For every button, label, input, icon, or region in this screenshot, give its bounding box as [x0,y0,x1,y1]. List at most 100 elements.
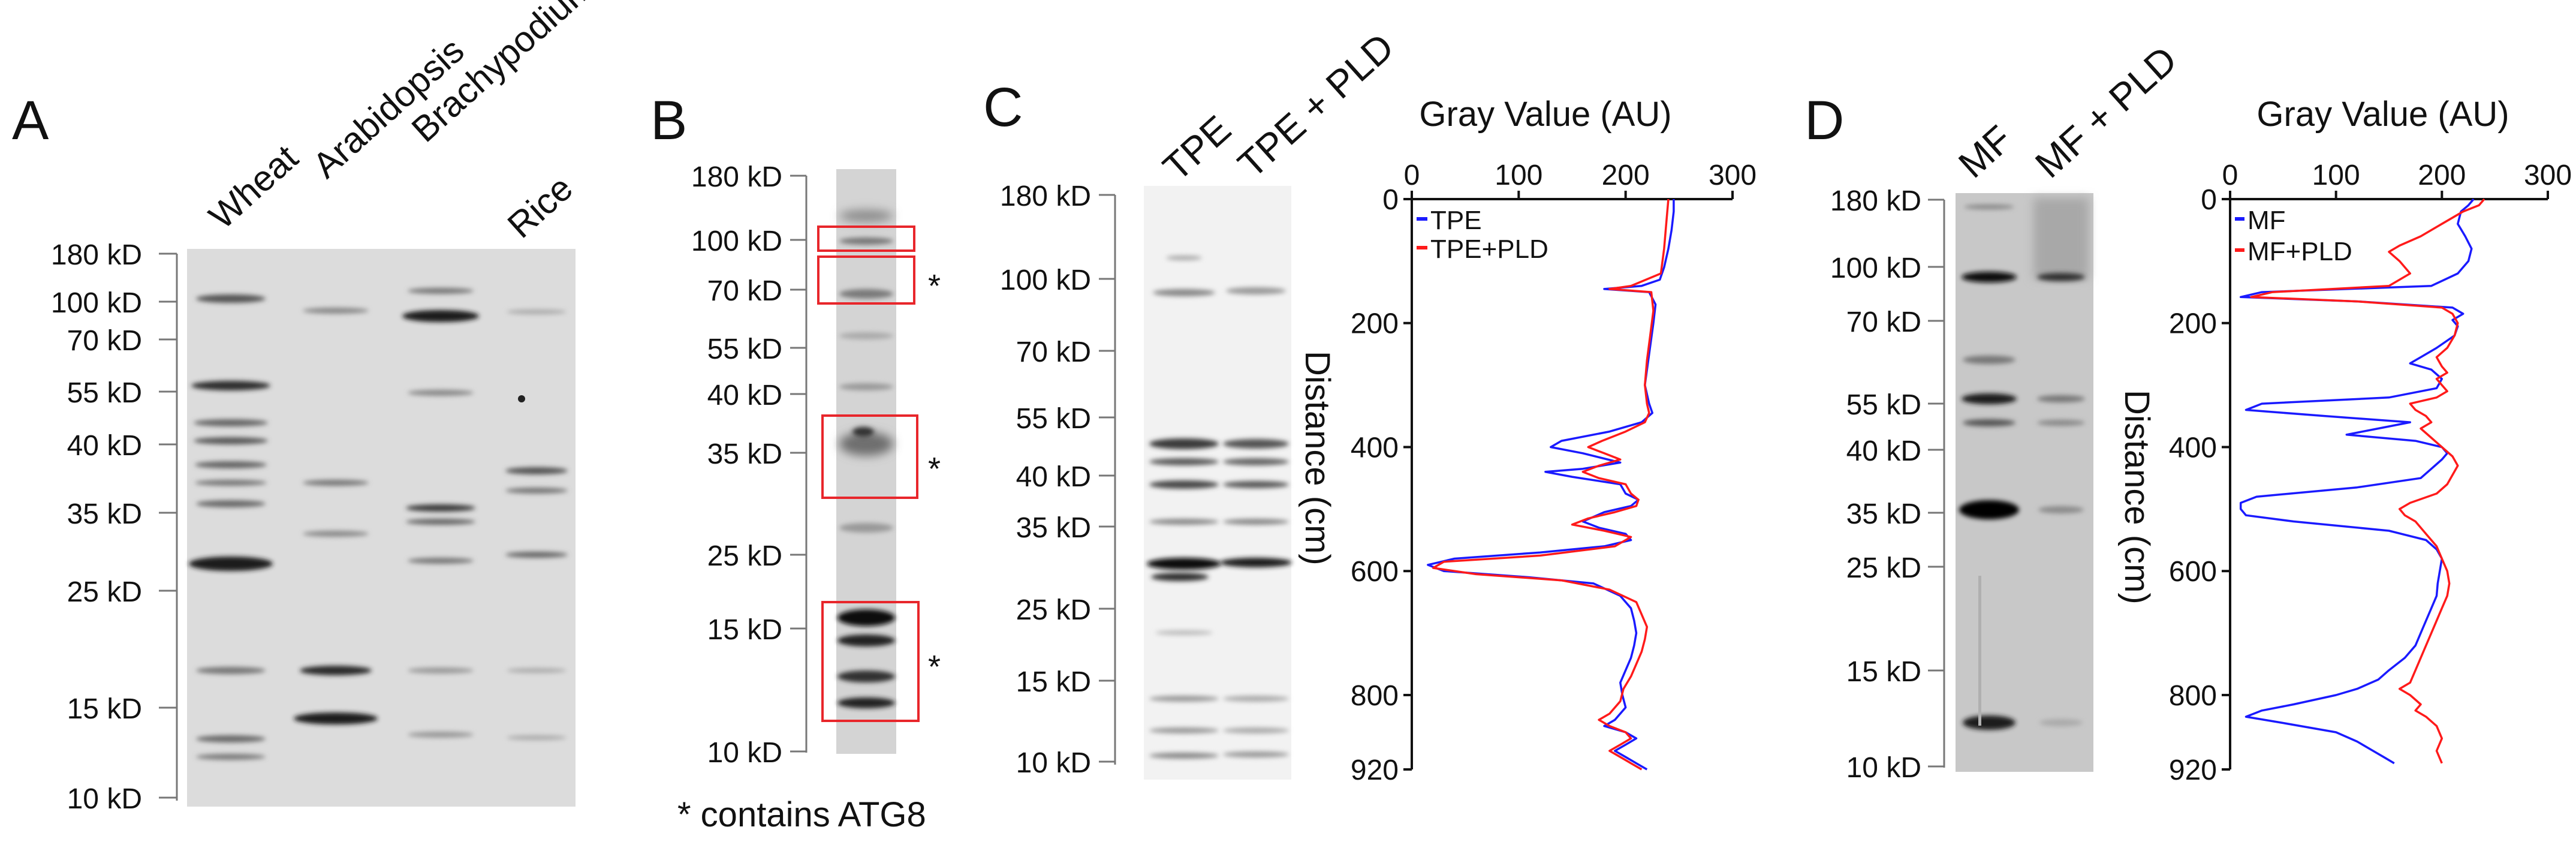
x-tick-label-0-0: 0 [1404,160,1420,191]
lane-label-mf: MF [1950,117,2020,186]
blot-d [1956,193,2093,772]
marker-a-25: 25 kD [67,576,142,608]
y-tick-label-1-4: 800 [2169,680,2217,712]
series-line-tpe [1427,199,1675,771]
x-tick-label-0-2: 200 [1602,160,1650,191]
marker-c-40: 40 kD [1016,461,1091,493]
blot-b [836,169,896,754]
panel-c-marker-axis: 180 kD 100 kD 70 kD 55 kD 40 kD 35 kD 25… [1000,181,1116,779]
legend-swatch-tpe-pld [1417,246,1427,249]
panel-d-label: D [1804,90,1844,151]
marker-a-55: 55 kD [67,377,142,409]
marker-c-10: 10 kD [1016,747,1091,779]
profile-chart-c: Gray Value (AU) 0 100 200 300 0 200 400 600 800 9… [1298,95,1756,786]
chart-d-y-axis-title: Distance (cm) [2117,390,2156,605]
marker-c-100: 100 kD [1000,264,1091,296]
marker-d-55: 55 kD [1846,389,1921,421]
marker-a-40: 40 kD [67,430,142,462]
blot-c [1144,186,1292,780]
legend-label-mf: MF [2247,206,2286,235]
series-line-mf-pld [2250,198,2485,764]
marker-d-100: 100 kD [1830,252,1921,284]
y-tick-label-0-3: 600 [1351,556,1399,588]
marker-a-10: 10 kD [67,783,142,815]
panel-d-lane-labels: MF MF + PLD [1950,38,2185,186]
marker-b-35: 35 kD [707,438,782,470]
lane-label-tpe: TPE [1155,107,1239,190]
y-tick-label-0-0: 0 [1382,184,1399,216]
x-tick-label-0-3: 300 [1709,160,1756,191]
x-tick-label-1-3: 300 [2524,160,2572,191]
y-tick-label-0-2: 400 [1351,432,1399,464]
marker-c-180: 180 kD [1000,181,1091,212]
legend-swatch-tpe [1417,217,1427,221]
y-tick-label-1-1: 200 [2169,308,2217,340]
asterisk-15kd: * [928,649,941,685]
x-tick-label-1-1: 100 [2312,160,2360,191]
y-tick-label-1-5: 920 [2169,754,2217,786]
panel-a-lane-labels: Wheat Arabidopsis Brachypodium Rice [201,0,602,246]
marker-d-70: 70 kD [1846,306,1921,338]
lane-label-wheat: Wheat [201,137,306,237]
x-tick-label-0-1: 100 [1495,160,1542,191]
chart-d-legend: MF MF+PLD [2235,206,2352,266]
profile-chart-d: Gray Value (AU) 0 100 200 300 0 200 400 600 800 9… [2117,95,2572,786]
panel-a-label: A [12,90,49,151]
legend-swatch-mf [2235,217,2244,221]
marker-a-70: 70 kD [67,325,142,357]
lane-label-tpe-pld: TPE + PLD [1230,25,1402,187]
panel-c: C TPE TPE + PLD 180 kD 100 kD 70 kD 55 k… [983,25,1756,786]
marker-b-40: 40 kD [707,380,782,411]
chart-c-y-axis-title: Distance (cm) [1298,351,1337,566]
marker-c-35: 35 kD [1016,512,1091,544]
marker-b-25: 25 kD [707,540,782,572]
panel-b: B 180 kD 100 kD 70 kD 55 kD 40 kD 35 kD … [650,90,941,834]
panel-b-label: B [650,90,687,151]
panel-a-marker-axis: 180 kD 100 kD 70 kD 55 kD 40 kD 35 kD 25… [51,239,178,815]
highlight-box-15kd [821,601,920,722]
chart-c-title: Gray Value (AU) [1419,95,1671,134]
panel-d-marker-axis: 180 kD 100 kD 70 kD 55 kD 40 kD 35 kD 25… [1830,185,1945,784]
panel-b-marker-axis: 180 kD 100 kD 70 kD 55 kD 40 kD 35 kD 25… [691,161,808,769]
marker-a-35: 35 kD [67,498,142,530]
y-tick-label-1-0: 0 [2201,184,2217,216]
blot-a [187,249,576,807]
panel-c-label: C [983,77,1023,138]
y-tick-label-0-5: 920 [1351,754,1399,786]
marker-d-35: 35 kD [1846,498,1921,530]
chart-d-title: Gray Value (AU) [2256,95,2509,134]
atg8-highlight-boxes [817,225,920,722]
y-tick-label-0-4: 800 [1351,680,1399,712]
marker-d-15: 15 kD [1846,656,1921,688]
highlight-box-70kd [817,255,915,305]
panel-c-lane-labels: TPE TPE + PLD [1155,25,1402,190]
y-tick-label-1-2: 400 [2169,432,2217,464]
lane-label-rice: Rice [500,168,580,246]
y-tick-label-0-1: 200 [1351,308,1399,340]
panel-a: A Wheat Arabidopsis Brachypodium Rice 18… [12,0,602,815]
marker-a-180: 180 kD [51,239,142,271]
marker-a-100: 100 kD [51,287,142,319]
marker-b-55: 55 kD [707,333,782,365]
marker-b-15: 15 kD [707,614,782,646]
legend-label-tpe: TPE [1430,206,1482,235]
marker-b-100: 100 kD [691,225,782,257]
marker-b-10: 10 kD [707,737,782,769]
x-tick-label-1-0: 0 [2222,160,2238,191]
marker-c-25: 25 kD [1016,594,1091,626]
asterisk-70kd: * [928,268,941,304]
marker-a-15: 15 kD [67,693,142,725]
y-tick-label-1-3: 600 [2169,556,2217,588]
marker-c-15: 15 kD [1016,666,1091,698]
highlight-box-100kd [817,225,915,252]
lane-label-mf-pld: MF + PLD [2027,38,2185,186]
marker-d-40: 40 kD [1846,435,1921,467]
panel-d: D MF MF + PLD 180 kD 100 kD 70 kD 55 kD … [1804,38,2572,786]
series-line-mf [2239,198,2475,765]
marker-c-70: 70 kD [1016,336,1091,368]
marker-d-25: 25 kD [1846,552,1921,584]
x-tick-label-1-2: 200 [2418,160,2466,191]
legend-label-tpe-pld: TPE+PLD [1430,234,1548,264]
chart-c-legend: TPE TPE+PLD [1417,206,1548,264]
